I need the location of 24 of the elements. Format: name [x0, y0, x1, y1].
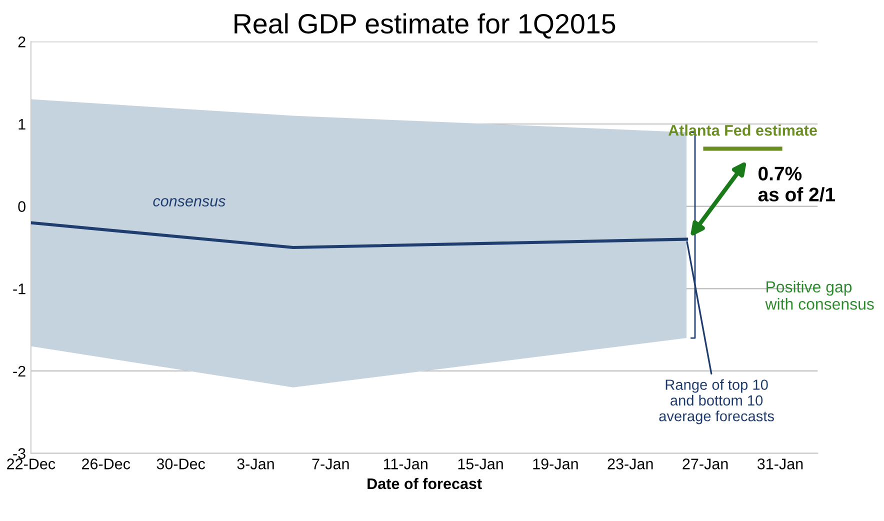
y-tick-label: -1 — [13, 284, 26, 294]
x-tick-label: 30-Dec — [156, 458, 206, 470]
annotation: Range of top 10 and bottom 10 average forecasts — [659, 379, 774, 424]
series-label: Atlanta Fed estimate — [668, 124, 817, 136]
x-tick-label: 26-Dec — [82, 458, 130, 470]
y-tick-label: -3 — [13, 448, 26, 459]
x-tick-label: 31-Jan — [757, 458, 803, 470]
x-tick-label: 3-Jan — [237, 458, 274, 470]
x-tick-label: 27-Jan — [682, 458, 728, 470]
annotation: Positive gap with consensus — [765, 280, 874, 310]
x-tick-label: 7-Jan — [312, 458, 349, 470]
y-tick-label: -2 — [13, 366, 26, 376]
x-tick-label: 11-Jan — [384, 458, 428, 470]
x-axis-title: Date of forecast — [368, 478, 482, 490]
y-tick-label: 2 — [18, 36, 26, 48]
y-tick-label: 1 — [18, 119, 26, 130]
x-tick-label: 23-Jan — [608, 458, 653, 470]
chart-title: Real GDP estimate for 1Q2015 — [234, 13, 616, 39]
series-label: consensus — [153, 198, 226, 206]
x-tick-label: 19-Jan — [533, 458, 578, 470]
annotation: 0.7% as of 2/1 — [758, 166, 836, 202]
x-tick-label: 15-Jan — [458, 458, 503, 470]
y-tick-label: 0 — [18, 201, 26, 212]
x-tick-label: 22-Dec — [7, 458, 56, 470]
